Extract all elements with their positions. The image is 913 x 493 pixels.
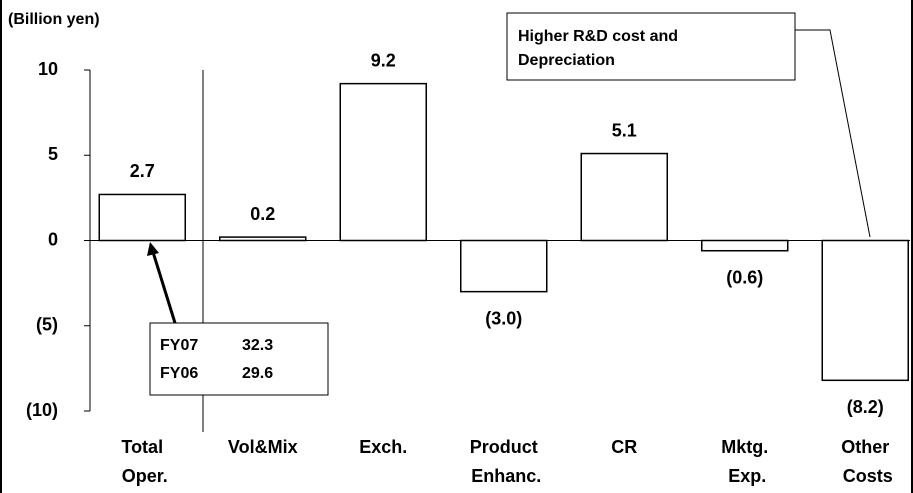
bar <box>339 82 427 242</box>
inset-value: 29.6 <box>242 365 273 382</box>
value-label: (0.6) <box>726 267 763 287</box>
x-tick-label: Other Costs <box>838 437 893 486</box>
inset-box <box>149 322 329 396</box>
leader-line <box>795 29 871 238</box>
x-tick-label: Vol&Mix <box>228 437 298 457</box>
value-label: 0.2 <box>250 204 275 224</box>
value-label: 5.1 <box>612 120 637 140</box>
x-tick-label: CR <box>611 437 637 457</box>
bar <box>98 193 186 242</box>
y-tick-label: (10) <box>26 400 58 420</box>
x-tick-label: Exch. <box>359 437 407 457</box>
value-label: (3.0) <box>485 308 522 328</box>
bar <box>460 239 548 293</box>
y-tick-label: (5) <box>36 315 58 335</box>
value-label: 2.7 <box>130 161 155 181</box>
y-tick-label: 10 <box>38 59 58 79</box>
inset-value: 32.3 <box>242 337 273 354</box>
bar <box>821 239 909 382</box>
x-tick-label: Total Oper. <box>117 437 168 486</box>
x-tick-label: Mktg. Exp. <box>721 437 768 486</box>
y-tick-label: 5 <box>48 144 58 164</box>
inset-label: FY07 <box>160 337 198 354</box>
value-label: (8.2) <box>847 397 884 417</box>
annotation-text: Depreciation <box>518 52 615 69</box>
bar <box>219 236 307 242</box>
annotation-text: Higher R&D cost and <box>518 28 678 45</box>
y-tick-label: 0 <box>48 229 58 249</box>
arrow <box>151 251 177 324</box>
bar <box>580 152 668 242</box>
value-label: 9.2 <box>371 50 396 70</box>
inset-label: FY06 <box>160 365 198 382</box>
arrow-head <box>147 242 159 256</box>
bar <box>701 239 789 252</box>
x-tick-label: Product Enhanc. <box>466 437 541 486</box>
unit-label: (Billion yen) <box>8 11 100 28</box>
annotation-box <box>506 12 796 81</box>
